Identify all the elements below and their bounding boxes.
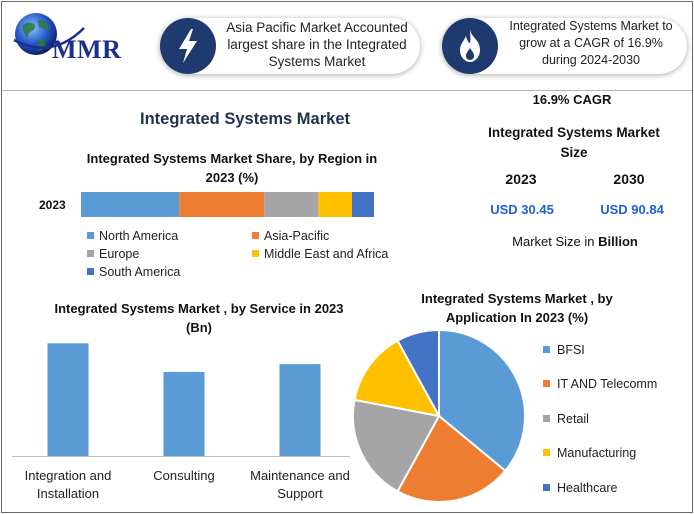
service-bar-chart xyxy=(12,343,350,457)
service-category-label: Integration and Installation xyxy=(24,468,112,501)
pie-slice-bfsi xyxy=(438,328,526,473)
application-legend-item-manufacturing: Manufacturing xyxy=(543,446,636,460)
legend-label: BFSI xyxy=(557,343,585,357)
year-2023-label: 2023 xyxy=(505,171,537,187)
region-bar-segment-north-america xyxy=(81,192,180,217)
application-legend-item-bfsi: BFSI xyxy=(543,343,585,357)
legend-label: South America xyxy=(99,265,181,279)
flame-icon xyxy=(442,18,498,74)
legend-label: Retail xyxy=(557,412,589,426)
pill-region-text: Asia Pacific Market Accounted largest sh… xyxy=(226,20,408,69)
legend-swatch xyxy=(543,415,550,423)
legend-swatch xyxy=(543,484,550,492)
application-legend-item-retail: Retail xyxy=(543,412,589,426)
unit-note-bold: Billion xyxy=(598,234,638,249)
service-chart-title: Integrated Systems Market , by Service i… xyxy=(54,301,344,335)
legend-swatch xyxy=(87,232,94,240)
region-bar-segment-asia-pacific xyxy=(179,192,265,217)
legend-swatch xyxy=(252,232,259,240)
region-chart-title: Integrated Systems Market Share, by Regi… xyxy=(86,151,378,185)
legend-swatch xyxy=(543,380,550,388)
region-stacked-bar-chart: 2023 xyxy=(39,192,374,217)
lightning-icon xyxy=(160,18,216,74)
legend-swatch xyxy=(87,250,94,258)
pie-slice-retail xyxy=(352,398,441,493)
pie-slice-healthcare xyxy=(396,328,440,417)
unit-note-prefix: Market Size in xyxy=(512,234,599,249)
region-legend-item-south-america: South America xyxy=(87,265,180,279)
service-bar-maintenance-and-support xyxy=(279,364,321,456)
market-size-title: Integrated Systems Market Size xyxy=(488,125,660,160)
legend-label: Asia-Pacific xyxy=(264,229,330,243)
market-size-unit-note: Market Size in Billion xyxy=(500,234,650,249)
header-divider xyxy=(2,90,692,91)
market-size-2023: USD 30.45 xyxy=(490,202,554,217)
service-category-label: Maintenance and Support xyxy=(250,468,350,501)
legend-label: Healthcare xyxy=(557,481,618,495)
cagr-value: 16.9% CAGR xyxy=(532,92,612,107)
legend-label: North America xyxy=(99,229,179,243)
legend-swatch xyxy=(252,250,259,258)
legend-label: IT AND Telecomm xyxy=(557,377,658,391)
application-pie-chart xyxy=(352,328,526,503)
legend-swatch xyxy=(543,346,550,354)
region-legend-item-asia-pacific: Asia-Pacific xyxy=(252,229,329,243)
legend-swatch xyxy=(543,449,550,457)
region-bar-segment-middle-east-and-africa xyxy=(318,192,353,217)
legend-label: Manufacturing xyxy=(557,446,637,460)
region-bar-segment-south-america xyxy=(352,192,374,217)
market-size-2030: USD 90.84 xyxy=(600,202,664,217)
mmr-logo xyxy=(13,13,85,55)
application-legend-item-healthcare: Healthcare xyxy=(543,481,617,495)
region-legend-item-europe: Europe xyxy=(87,247,139,261)
logo-text: MMR xyxy=(52,35,122,64)
application-legend-item-it-and-telecomm: IT AND Telecomm xyxy=(543,377,657,391)
highlight-pill-region xyxy=(160,18,420,74)
region-category-label: 2023 xyxy=(39,198,66,212)
legend-label: Middle East and Africa xyxy=(264,247,389,261)
legend-label: Europe xyxy=(99,247,140,261)
globe-icon xyxy=(15,13,57,55)
service-bar-consulting xyxy=(163,371,205,456)
pill-cagr-text: Integrated Systems Market to grow at a C… xyxy=(509,19,673,67)
region-bar-segment-europe xyxy=(264,192,319,217)
pie-slice-it-and-telecomm xyxy=(396,414,507,503)
year-2030-label: 2030 xyxy=(613,171,645,187)
legend-swatch xyxy=(87,268,94,276)
highlight-pill-cagr xyxy=(442,18,687,74)
main-title: Integrated Systems Market xyxy=(140,110,350,128)
pie-slice-manufacturing xyxy=(353,339,441,418)
application-chart-title: Integrated Systems Market , by Applicati… xyxy=(421,291,613,325)
service-bar-integration-and-installation xyxy=(47,343,89,456)
region-legend-item-north-america: North America xyxy=(87,229,178,243)
service-category-label: Consulting xyxy=(153,468,215,483)
region-legend-item-middle-east-and-africa: Middle East and Africa xyxy=(252,247,388,261)
